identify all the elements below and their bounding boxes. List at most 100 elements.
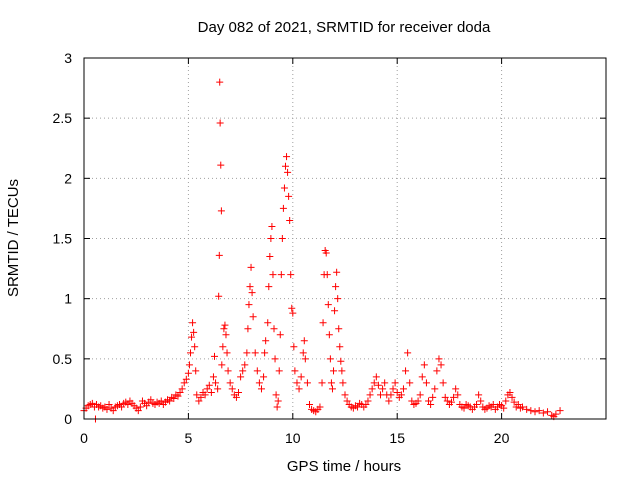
data-point [216, 119, 224, 127]
data-point [364, 397, 372, 405]
data-point [286, 216, 294, 224]
data-point [399, 385, 407, 393]
x-tick-label: 10 [285, 430, 301, 446]
data-point [235, 389, 243, 397]
data-point [335, 325, 343, 333]
data-point [185, 361, 193, 369]
data-point [267, 235, 275, 242]
data-point [143, 402, 151, 410]
data-point [215, 251, 223, 259]
data-point [281, 162, 289, 170]
data-point [391, 379, 399, 387]
data-point [203, 385, 211, 393]
data-point [226, 379, 234, 387]
y-tick-label: 1 [64, 291, 72, 307]
data-point [103, 405, 111, 413]
data-point [385, 397, 393, 405]
data-point [212, 379, 220, 387]
data-point [354, 403, 362, 411]
data-point [275, 367, 283, 375]
data-point [265, 283, 273, 291]
data-point [514, 401, 522, 409]
data-point [331, 307, 339, 315]
data-point [431, 385, 439, 393]
data-point [189, 319, 197, 327]
data-point [328, 385, 336, 393]
data-point [147, 396, 155, 404]
data-point [366, 391, 374, 399]
data-point [248, 289, 256, 297]
data-point [441, 393, 449, 401]
data-point [332, 283, 340, 291]
data-point [257, 385, 265, 393]
data-point [271, 355, 279, 363]
data-point [527, 407, 535, 415]
data-point [211, 352, 218, 360]
data-point [247, 263, 255, 271]
data-point [333, 268, 341, 276]
y-tick-label: 2 [64, 170, 72, 186]
data-point [454, 391, 462, 399]
data-point [170, 395, 178, 403]
data-point [439, 379, 447, 387]
data-point [264, 319, 272, 327]
data-point [506, 389, 514, 397]
plot-frame [83, 57, 607, 420]
data-point [134, 407, 142, 415]
data-point [221, 321, 229, 329]
data-point [337, 357, 345, 365]
x-tick-label: 0 [80, 430, 88, 446]
x-tick-label: 20 [494, 430, 510, 446]
data-point [425, 397, 433, 405]
data-point [237, 373, 245, 381]
data-point [239, 367, 247, 375]
data-point [182, 375, 190, 383]
data-point [460, 404, 468, 412]
data-point [518, 403, 526, 411]
y-tick-label: 1.5 [53, 231, 73, 247]
data-point [191, 343, 199, 351]
data-point [330, 367, 338, 375]
data-points [80, 78, 564, 423]
data-point [303, 379, 311, 387]
data-point [136, 403, 144, 411]
data-point [176, 389, 184, 397]
data-point [219, 343, 227, 351]
data-point [253, 367, 261, 375]
data-point [473, 401, 481, 409]
data-point [278, 235, 286, 242]
data-point [245, 301, 253, 309]
data-point [336, 343, 344, 351]
data-point [118, 403, 126, 411]
data-point [300, 337, 308, 345]
data-point [224, 367, 232, 375]
data-point [306, 401, 314, 409]
axes: 0 0.5 1 1.5 2 2.5 3 0 5 10 15 20 [53, 50, 606, 446]
data-point [343, 397, 351, 405]
data-point [477, 397, 485, 405]
data-point [389, 385, 397, 393]
data-point [270, 325, 278, 333]
data-point [195, 397, 203, 405]
data-point [489, 401, 497, 409]
data-point [272, 391, 280, 399]
data-point [222, 331, 230, 339]
data-point [452, 385, 460, 393]
data-point [325, 331, 333, 339]
data-point [523, 405, 531, 413]
data-point [402, 367, 410, 375]
data-point [295, 385, 303, 393]
data-point [261, 349, 269, 357]
data-point [279, 204, 287, 212]
data-point [450, 393, 458, 401]
data-point [280, 184, 288, 192]
data-point [180, 379, 188, 387]
data-point [215, 292, 223, 300]
data-point [429, 393, 437, 401]
data-point [301, 355, 309, 363]
data-point [209, 373, 217, 381]
data-point [326, 355, 334, 363]
data-point [88, 399, 96, 407]
y-tick-label: 0.5 [53, 351, 73, 367]
data-point [251, 349, 259, 357]
